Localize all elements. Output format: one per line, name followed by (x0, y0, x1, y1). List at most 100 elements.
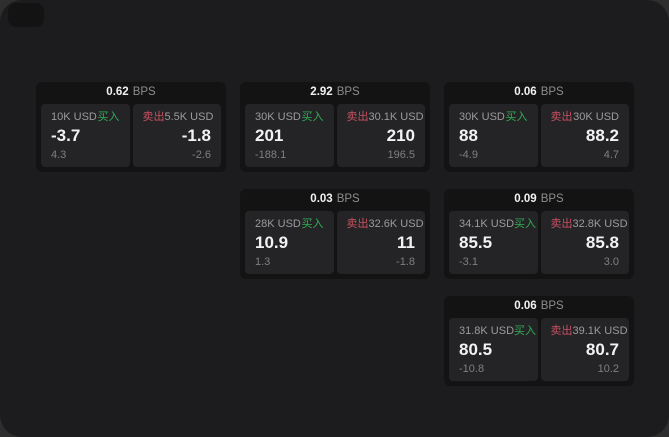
sell-side-label: 卖出 (550, 111, 573, 123)
quote-card: 0.09 BPS 34.1K USD 买入 85.5 -3.1 卖出 32.8K… (444, 189, 634, 279)
buy-delta: -188.1 (255, 148, 287, 161)
bps-unit-label: BPS (336, 193, 360, 206)
quote-card: 0.06 BPS 31.8K USD 买入 80.5 -10.8 卖出 39.1… (444, 296, 634, 386)
bps-value: 0.03 (310, 193, 333, 206)
buy-size: 30K USD (459, 111, 505, 123)
sell-size: 30K USD (573, 111, 619, 123)
bps-header: 0.03 BPS (240, 189, 430, 211)
sell-delta: -2.6 (192, 148, 211, 161)
sell-tile[interactable]: 卖出 39.1K USD 80.7 10.2 (540, 318, 629, 381)
buy-price: 201 (255, 125, 284, 145)
sell-delta: 196.5 (387, 148, 415, 161)
quote-body: 31.8K USD 买入 80.5 -10.8 卖出 39.1K USD 80.… (444, 318, 634, 386)
sell-tile-top: 卖出 32.6K USD (346, 218, 424, 230)
buy-tile[interactable]: 30K USD 买入 88 -4.9 (449, 104, 538, 167)
buy-tile-top: 30K USD 买入 (459, 111, 528, 123)
quote-body: 30K USD 买入 201 -188.1 卖出 30.1K USD 210 1… (240, 104, 430, 172)
sell-side-label: 卖出 (346, 218, 369, 230)
bps-header: 0.09 BPS (444, 189, 634, 211)
sell-size: 30.1K USD (368, 111, 424, 123)
sell-tile-top: 卖出 30K USD (551, 111, 620, 123)
bps-unit-label: BPS (132, 86, 156, 99)
buy-delta: -3.1 (459, 255, 478, 268)
buy-price: 85.5 (459, 232, 493, 252)
buy-delta: 4.3 (51, 148, 67, 161)
buy-delta: -4.9 (459, 148, 478, 161)
sell-tile-top: 卖出 32.8K USD (550, 218, 628, 230)
buy-side-label: 买入 (301, 218, 324, 230)
buy-side-label: 买入 (505, 111, 528, 123)
buy-tile[interactable]: 28K USD 买入 10.9 1.3 (245, 211, 334, 274)
quote-body: 10K USD 买入 -3.7 4.3 卖出 5.5K USD -1.8 -2.… (36, 104, 226, 172)
sell-side-label: 卖出 (346, 111, 369, 123)
buy-tile-top: 30K USD 买入 (255, 111, 324, 123)
sell-side-label: 卖出 (550, 218, 573, 230)
top-left-chip (8, 3, 44, 27)
buy-tile[interactable]: 10K USD 买入 -3.7 4.3 (41, 104, 130, 167)
quote-card-grid: 0.62 BPS 10K USD 买入 -3.7 4.3 卖出 5.5K USD… (36, 82, 634, 386)
sell-delta: -1.8 (396, 255, 415, 268)
bps-value: 2.92 (310, 86, 333, 99)
sell-tile[interactable]: 卖出 32.8K USD 85.8 3.0 (540, 211, 629, 274)
bps-value: 0.62 (106, 86, 129, 99)
buy-delta: 1.3 (255, 255, 271, 268)
sell-tile[interactable]: 卖出 32.6K USD 11 -1.8 (336, 211, 425, 274)
bps-value: 0.06 (514, 300, 537, 313)
buy-size: 10K USD (51, 111, 97, 123)
bps-header: 0.06 BPS (444, 296, 634, 318)
sell-price: 85.8 (585, 232, 619, 252)
sell-price: 210 (386, 125, 415, 145)
bps-unit-label: BPS (336, 86, 360, 99)
buy-price: 10.9 (255, 232, 289, 252)
sell-price: 88.2 (585, 125, 619, 145)
sell-tile[interactable]: 卖出 30.1K USD 210 196.5 (336, 104, 425, 167)
buy-side-label: 买入 (301, 111, 324, 123)
quote-card: 0.62 BPS 10K USD 买入 -3.7 4.3 卖出 5.5K USD… (36, 82, 226, 172)
bps-unit-label: BPS (540, 300, 564, 313)
sell-price: -1.8 (181, 125, 211, 145)
bps-value: 0.06 (514, 86, 537, 99)
buy-price: 80.5 (459, 339, 493, 359)
buy-tile-top: 31.8K USD 买入 (459, 325, 536, 337)
buy-tile[interactable]: 30K USD 买入 201 -188.1 (245, 104, 334, 167)
buy-tile-top: 10K USD 买入 (51, 111, 120, 123)
buy-tile[interactable]: 31.8K USD 买入 80.5 -10.8 (449, 318, 538, 381)
quote-body: 34.1K USD 买入 85.5 -3.1 卖出 32.8K USD 85.8… (444, 211, 634, 279)
sell-size: 32.6K USD (368, 218, 424, 230)
buy-size: 34.1K USD (459, 218, 515, 230)
sell-tile-top: 卖出 39.1K USD (550, 325, 628, 337)
buy-side-label: 买入 (514, 218, 537, 230)
quote-card: 0.03 BPS 28K USD 买入 10.9 1.3 卖出 32.6K US… (240, 189, 430, 279)
bps-header: 2.92 BPS (240, 82, 430, 104)
buy-tile-top: 28K USD 买入 (255, 218, 324, 230)
sell-tile[interactable]: 卖出 30K USD 88.2 4.7 (540, 104, 629, 167)
bps-value: 0.09 (514, 193, 537, 206)
sell-tile-top: 卖出 30.1K USD (346, 111, 424, 123)
buy-tile[interactable]: 34.1K USD 买入 85.5 -3.1 (449, 211, 538, 274)
bps-unit-label: BPS (540, 86, 564, 99)
sell-size: 39.1K USD (572, 325, 628, 337)
sell-tile-top: 卖出 5.5K USD (142, 111, 214, 123)
sell-price: 11 (397, 232, 415, 252)
sell-delta: 10.2 (597, 362, 619, 375)
sell-price: 80.7 (585, 339, 619, 359)
buy-price: 88 (459, 125, 478, 145)
bps-header: 0.06 BPS (444, 82, 634, 104)
quote-body: 28K USD 买入 10.9 1.3 卖出 32.6K USD 11 -1.8 (240, 211, 430, 279)
sell-side-label: 卖出 (550, 325, 573, 337)
buy-size: 28K USD (255, 218, 301, 230)
buy-delta: -10.8 (459, 362, 485, 375)
buy-price: -3.7 (51, 125, 81, 145)
buy-side-label: 买入 (514, 325, 537, 337)
buy-size: 31.8K USD (459, 325, 515, 337)
sell-delta: 3.0 (603, 255, 619, 268)
buy-tile-top: 34.1K USD 买入 (459, 218, 536, 230)
sell-tile[interactable]: 卖出 5.5K USD -1.8 -2.6 (132, 104, 221, 167)
sell-side-label: 卖出 (142, 111, 165, 123)
bps-unit-label: BPS (540, 193, 564, 206)
sell-delta: 4.7 (603, 148, 619, 161)
sell-size: 5.5K USD (164, 111, 214, 123)
quote-card: 0.06 BPS 30K USD 买入 88 -4.9 卖出 30K USD 8… (444, 82, 634, 172)
sell-size: 32.8K USD (572, 218, 628, 230)
quote-card: 2.92 BPS 30K USD 买入 201 -188.1 卖出 30.1K … (240, 82, 430, 172)
